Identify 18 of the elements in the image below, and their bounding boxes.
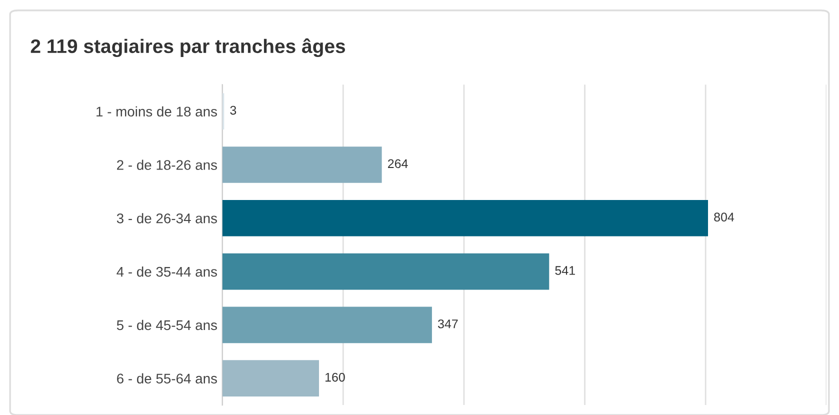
data-label: 804 [714, 212, 734, 222]
y-tick-label: 3 - de 26-34 ans [116, 213, 217, 224]
bar [222, 253, 550, 290]
y-tick-label: 2 - de 18-26 ans [117, 160, 217, 170]
data-label: 3 [230, 106, 236, 115]
y-tick-label: 6 - de 55-64 ans [117, 373, 217, 384]
y-tick-label: 1 - moins de 18 ans [96, 106, 217, 117]
y-tick-label: 4 - de 35-44 ans [116, 266, 217, 277]
data-label: 160 [325, 372, 345, 382]
y-tick-label: 5 - de 45-54 ans [116, 320, 217, 330]
bar [222, 360, 319, 396]
bar [222, 306, 432, 344]
data-label: 541 [555, 266, 575, 275]
bar [222, 146, 382, 183]
bar [222, 200, 708, 236]
data-label: 264 [388, 159, 408, 168]
data-label: 347 [438, 319, 458, 328]
chart-title: 2 119 stagiaires par tranches âges [30, 38, 346, 58]
